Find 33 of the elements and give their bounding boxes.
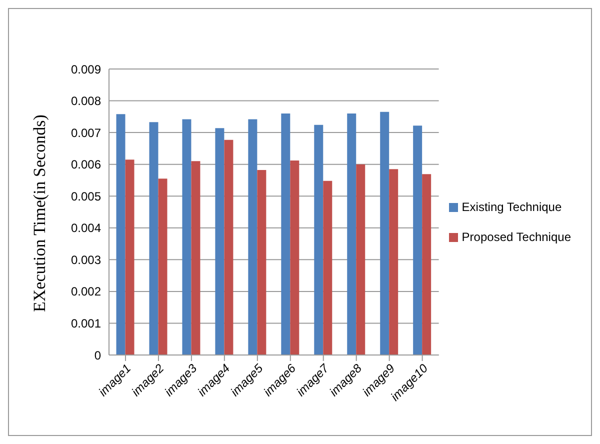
y-axis-title: EXecution Time(in Seconds) [30,114,50,312]
bar [281,113,290,355]
y-tick-label: 0 [94,348,102,362]
y-tick-label: 0.006 [70,158,102,172]
y-tick-label: 0.005 [70,189,102,204]
bar [257,170,266,355]
bar [314,124,324,355]
bar [182,119,192,355]
y-tick-label: 0.001 [70,316,102,330]
bar [191,161,200,355]
y-tick-label: 0.008 [70,94,102,108]
legend-label: Existing Technique [462,200,562,214]
y-tick-label: 0.004 [70,221,102,236]
y-tick-label: 0.002 [70,284,102,299]
y-tick-label: 0.003 [70,252,102,267]
bar [125,160,134,355]
bar [356,164,366,355]
y-tick-label: 0.009 [70,62,102,76]
bar [389,169,398,355]
bar [347,113,356,355]
legend-label: Proposed Technique [462,230,571,244]
bar [422,174,432,355]
bar [158,178,168,355]
bar [323,180,332,355]
bar [413,126,422,355]
bar [248,119,258,355]
bar [380,112,390,355]
bar [149,122,158,355]
bar [224,140,234,355]
bar [290,160,300,355]
bar [215,128,224,355]
y-tick-label: 0.007 [70,126,102,140]
bar [116,114,126,355]
